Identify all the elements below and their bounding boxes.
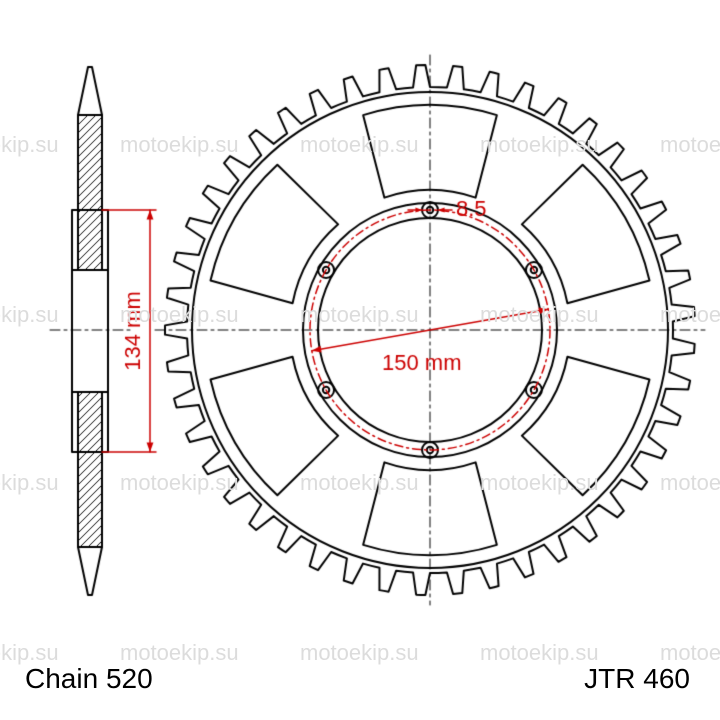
watermark-text: motoekip.su: [480, 132, 599, 158]
watermark-text: motoekip.su: [300, 302, 419, 328]
watermark-text: motoekip.su: [660, 640, 720, 666]
watermark-text: motoekip.su: [300, 640, 419, 666]
watermark-text: motoekip.su: [0, 470, 59, 496]
watermark-text: motoekip.su: [480, 470, 599, 496]
part-number-label: JTR 460: [584, 663, 690, 695]
watermark-text: motoekip.su: [120, 132, 239, 158]
watermark-text: motoekip.su: [660, 470, 720, 496]
watermark-text: motoekip.su: [0, 640, 59, 666]
chain-label: Chain 520: [25, 663, 153, 695]
watermark-text: motoekip.su: [300, 132, 419, 158]
watermark-text: motoekip.su: [120, 470, 239, 496]
watermark-text: motoekip.su: [300, 470, 419, 496]
watermark-text: motoekip.su: [480, 640, 599, 666]
watermark-text: motoekip.su: [660, 132, 720, 158]
watermark-text: motoekip.su: [0, 132, 59, 158]
watermark-text: motoekip.su: [120, 640, 239, 666]
watermark-text: motoekip.su: [660, 302, 720, 328]
watermark-text: motoekip.su: [0, 302, 59, 328]
watermark-text: motoekip.su: [120, 302, 239, 328]
diagram-canvas: [0, 0, 720, 720]
watermark-text: motoekip.su: [480, 302, 599, 328]
